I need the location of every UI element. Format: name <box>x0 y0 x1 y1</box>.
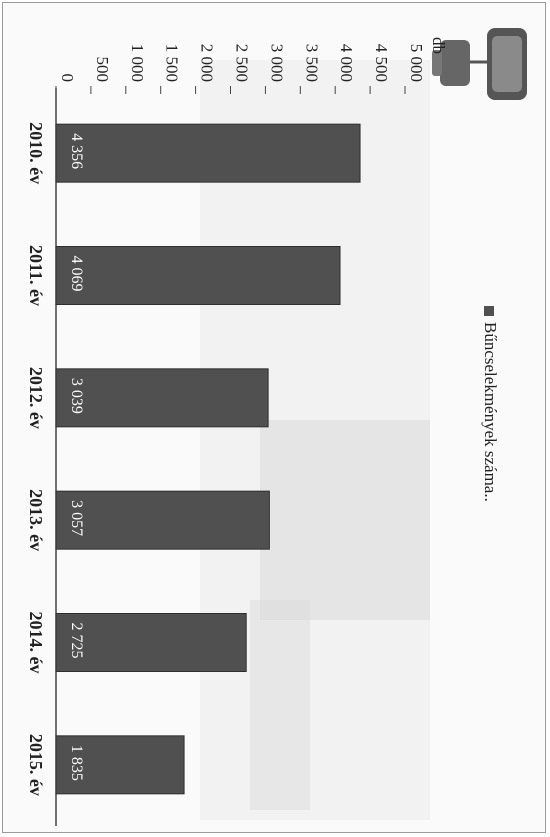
data-label-2: 3 039 <box>68 378 85 414</box>
bar-5 <box>55 735 185 795</box>
tick-label-1: 500 <box>93 57 112 83</box>
category-label-1: 2011. év <box>26 245 46 306</box>
bars: 4 356 4 069 3 039 3 057 2 725 1 835 <box>55 123 361 795</box>
data-label-5: 1 835 <box>68 745 85 781</box>
bar-3 <box>55 490 270 550</box>
tick-label-9: 4 500 <box>372 44 391 82</box>
tick-label-10: 5 000 <box>407 44 426 82</box>
tick-label-3: 1 500 <box>163 44 182 82</box>
background-image <box>200 60 430 820</box>
tick-label-8: 4 000 <box>337 44 356 82</box>
value-axis: 0 500 1 000 1 500 2 000 2 500 3 000 3 500 4 000 4… <box>55 37 448 826</box>
tick-label-4: 2 000 <box>198 44 217 82</box>
data-label-1: 4 069 <box>68 256 85 292</box>
bar-2 <box>55 368 269 428</box>
legend-label: Bűncselekmények száma.. <box>481 322 500 502</box>
data-label-4: 2 725 <box>68 623 85 659</box>
tick-label-6: 3 000 <box>267 44 286 82</box>
bar-0 <box>55 123 361 183</box>
category-label-5: 2015. év <box>26 734 46 796</box>
tick-label-7: 3 500 <box>302 44 321 82</box>
logo-icon <box>432 28 527 100</box>
legend: Bűncselekmények száma.. <box>481 306 500 502</box>
tick-label-5: 2 500 <box>233 44 252 82</box>
tick-label-2: 1 000 <box>128 44 147 82</box>
category-label-3: 2013. év <box>26 489 46 551</box>
category-label-2: 2012. év <box>26 367 46 429</box>
category-label-0: 2010. év <box>26 122 46 184</box>
category-labels: 2010. év 2011. év 2012. év 2013. év 2014. év… <box>26 122 46 796</box>
tick-label-0: 0 <box>58 74 77 83</box>
bar-4 <box>55 613 247 672</box>
axis-unit-label: db <box>429 37 448 54</box>
legend-swatch <box>484 306 494 316</box>
bar-1 <box>55 246 341 305</box>
category-label-4: 2014. év <box>26 612 46 674</box>
data-label-3: 3 057 <box>68 500 85 536</box>
data-label-0: 4 356 <box>68 133 85 169</box>
